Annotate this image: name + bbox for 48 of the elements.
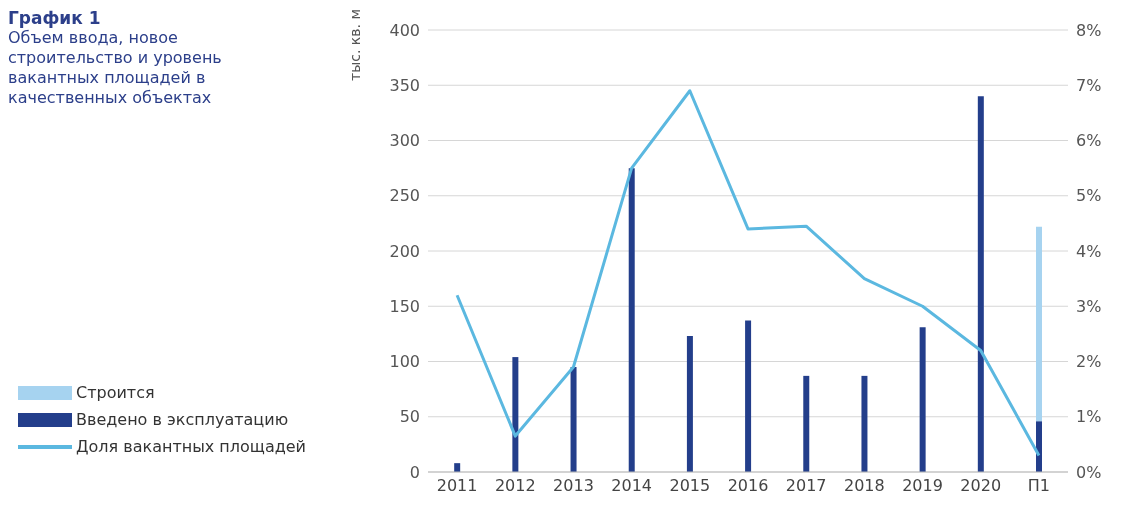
x-tick-label: 2018 xyxy=(844,476,885,496)
x-tick-label: 2011 xyxy=(436,476,478,496)
legend-label: Доля вакантных площадей xyxy=(76,437,307,456)
y-tick-label: 400 xyxy=(389,20,420,40)
x-tick-label: 2015 xyxy=(669,476,711,496)
bar xyxy=(628,168,635,472)
y-tick-label: 200 xyxy=(389,241,420,261)
x-tick-label: 2016 xyxy=(727,476,769,496)
legend-label: Введено в эксплуатацию xyxy=(76,410,289,429)
bar xyxy=(686,336,693,472)
y-tick-label: 0 xyxy=(409,462,420,482)
x-tick-label: 2012 xyxy=(494,476,536,496)
y2-tick-label: 2% xyxy=(1076,352,1102,372)
bar xyxy=(919,327,926,472)
x-tick-label: П1 xyxy=(1027,476,1051,496)
line-series xyxy=(455,89,1041,457)
y2-tick-label: 1% xyxy=(1076,407,1102,427)
bar xyxy=(454,463,461,472)
bar xyxy=(512,357,519,472)
y2-tick-label: 3% xyxy=(1076,296,1102,316)
y2-tick-label: 8% xyxy=(1076,20,1102,40)
x-tick-label: 2013 xyxy=(553,476,594,496)
bar xyxy=(803,375,810,472)
y2-tick-label: 5% xyxy=(1076,186,1102,206)
y-tick-label: 100 xyxy=(389,352,420,372)
x-tick-label: 2020 xyxy=(960,476,1002,496)
y2-tick-label: 0% xyxy=(1076,462,1102,482)
bar xyxy=(861,375,868,472)
y-tick-label: 50 xyxy=(399,407,420,427)
bar xyxy=(570,367,577,472)
bar xyxy=(745,320,752,472)
y2-tick-label: 6% xyxy=(1076,131,1102,151)
x-tick-label: 2017 xyxy=(785,476,827,496)
y-tick-label: 250 xyxy=(389,186,420,206)
x-tick-label: 2019 xyxy=(902,476,943,496)
y-tick-label: 350 xyxy=(389,75,420,95)
bar xyxy=(1036,226,1042,422)
text: Объем ввода, новое строительство и уровень вакантных площадей в качественных объектах xyxy=(8,28,223,108)
text: График 1 xyxy=(8,8,102,28)
y-tick-label: 300 xyxy=(389,131,420,151)
y2-tick-label: 7% xyxy=(1076,75,1102,95)
y-axis-title: тыс. кв. м xyxy=(346,9,363,81)
y2-tick-label: 4% xyxy=(1076,241,1102,261)
legend-label: Строится xyxy=(76,383,155,402)
bar xyxy=(1036,421,1042,472)
x-tick-label: 2014 xyxy=(611,476,652,496)
y-tick-label: 150 xyxy=(389,296,420,316)
bar xyxy=(977,96,984,472)
